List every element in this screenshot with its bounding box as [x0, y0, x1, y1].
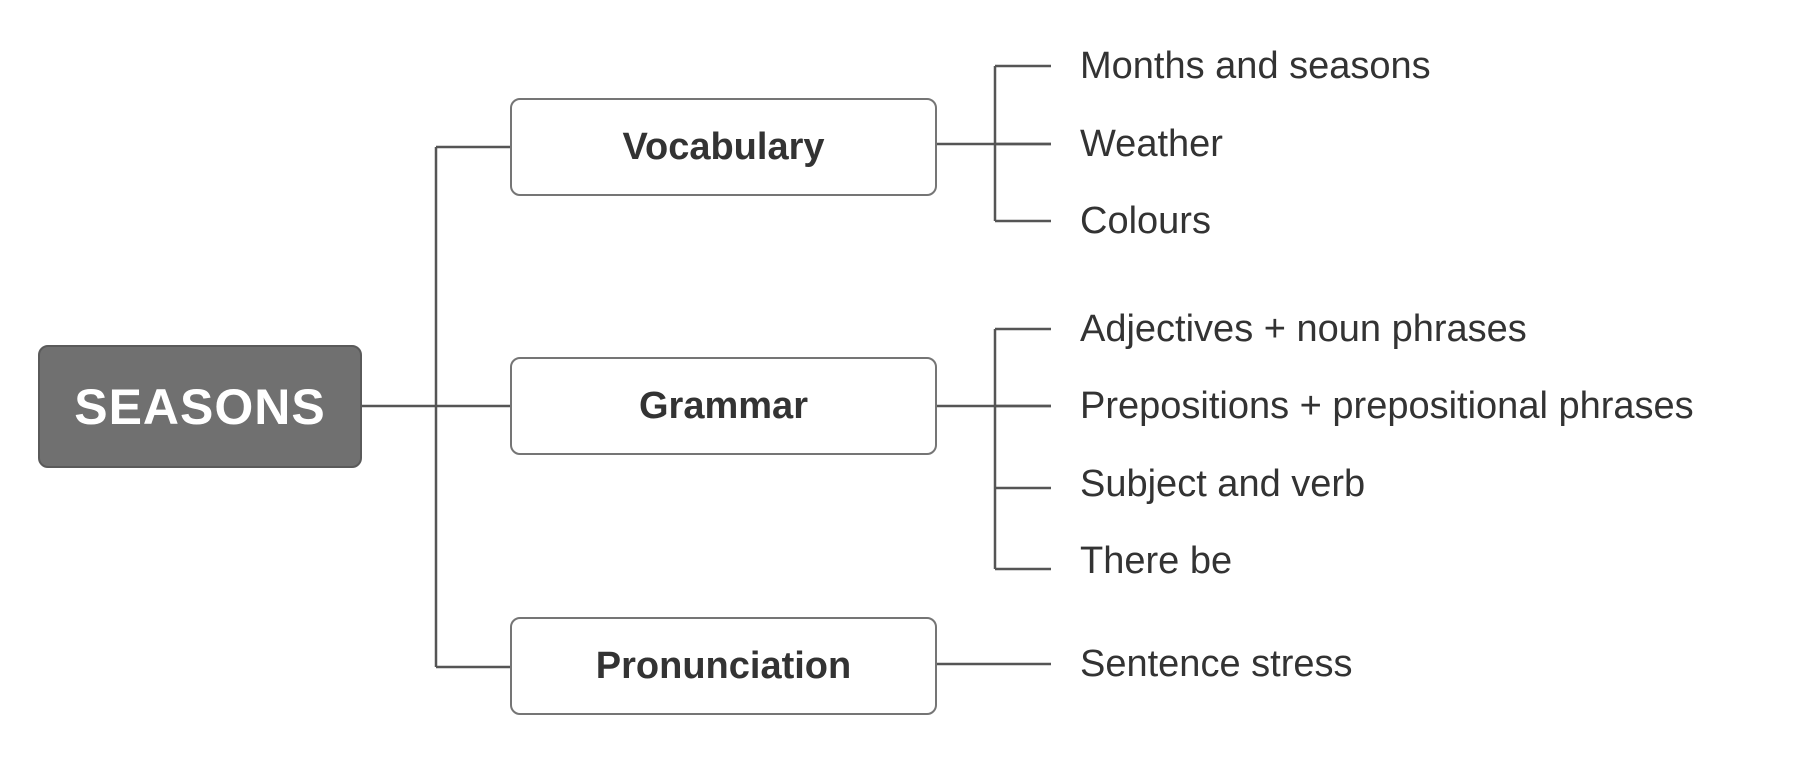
- leaf-subject-and-verb[interactable]: Subject and verb: [1080, 463, 1366, 505]
- leaf-prepositions-prepositional-phrases[interactable]: Prepositions + prepositional phrases: [1080, 385, 1694, 427]
- root-node-seasons[interactable]: SEASONS: [38, 345, 362, 468]
- branch-label-pronunciation: Pronunciation: [595, 644, 852, 687]
- leaf-adjectives-noun-phrases[interactable]: Adjectives + noun phrases: [1080, 308, 1527, 350]
- leaf-colours[interactable]: Colours: [1080, 200, 1211, 242]
- leaf-there-be[interactable]: There be: [1080, 540, 1233, 582]
- branch-node-vocabulary[interactable]: Vocabulary: [510, 98, 937, 196]
- branch-node-pronunciation[interactable]: Pronunciation: [510, 617, 937, 715]
- root-label: SEASONS: [74, 378, 326, 435]
- branch-label-vocabulary: Vocabulary: [622, 125, 825, 168]
- leaf-sentence-stress[interactable]: Sentence stress: [1080, 643, 1353, 685]
- branch-label-grammar: Grammar: [639, 384, 808, 427]
- leaf-weather[interactable]: Weather: [1080, 123, 1223, 165]
- branch-node-grammar[interactable]: Grammar: [510, 357, 937, 455]
- leaf-months-and-seasons[interactable]: Months and seasons: [1080, 45, 1431, 87]
